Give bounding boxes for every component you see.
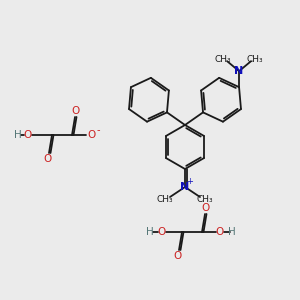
Text: H: H (14, 130, 22, 140)
Text: O: O (158, 227, 166, 237)
Text: O: O (202, 203, 210, 213)
Text: O: O (24, 130, 32, 140)
Text: O: O (174, 251, 182, 261)
Text: CH₃: CH₃ (247, 55, 263, 64)
Text: CH₃: CH₃ (197, 194, 213, 203)
Text: H: H (146, 227, 154, 237)
Text: H: H (228, 227, 236, 237)
Text: N: N (234, 66, 244, 76)
Text: N: N (180, 182, 190, 192)
Text: CH₃: CH₃ (157, 194, 173, 203)
Text: O: O (216, 227, 224, 237)
Text: O: O (44, 154, 52, 164)
Text: +: + (187, 178, 194, 187)
Text: O: O (72, 106, 80, 116)
Text: CH₃: CH₃ (215, 55, 231, 64)
Text: O: O (88, 130, 96, 140)
Text: -: - (96, 125, 100, 135)
